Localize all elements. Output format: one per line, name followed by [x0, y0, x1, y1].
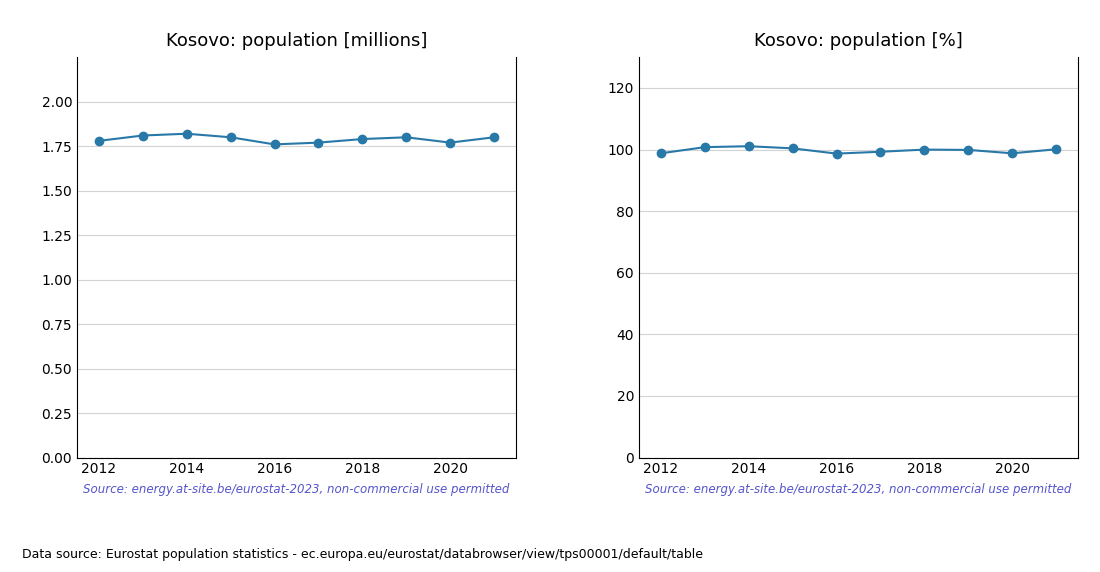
Text: Data source: Eurostat population statistics - ec.europa.eu/eurostat/databrowser/: Data source: Eurostat population statist…: [22, 547, 703, 561]
Title: Kosovo: population [millions]: Kosovo: population [millions]: [166, 32, 427, 50]
Text: Source: energy.at-site.be/eurostat-2023, non-commercial use permitted: Source: energy.at-site.be/eurostat-2023,…: [84, 483, 509, 496]
Title: Kosovo: population [%]: Kosovo: population [%]: [755, 32, 962, 50]
Text: Source: energy.at-site.be/eurostat-2023, non-commercial use permitted: Source: energy.at-site.be/eurostat-2023,…: [646, 483, 1071, 496]
